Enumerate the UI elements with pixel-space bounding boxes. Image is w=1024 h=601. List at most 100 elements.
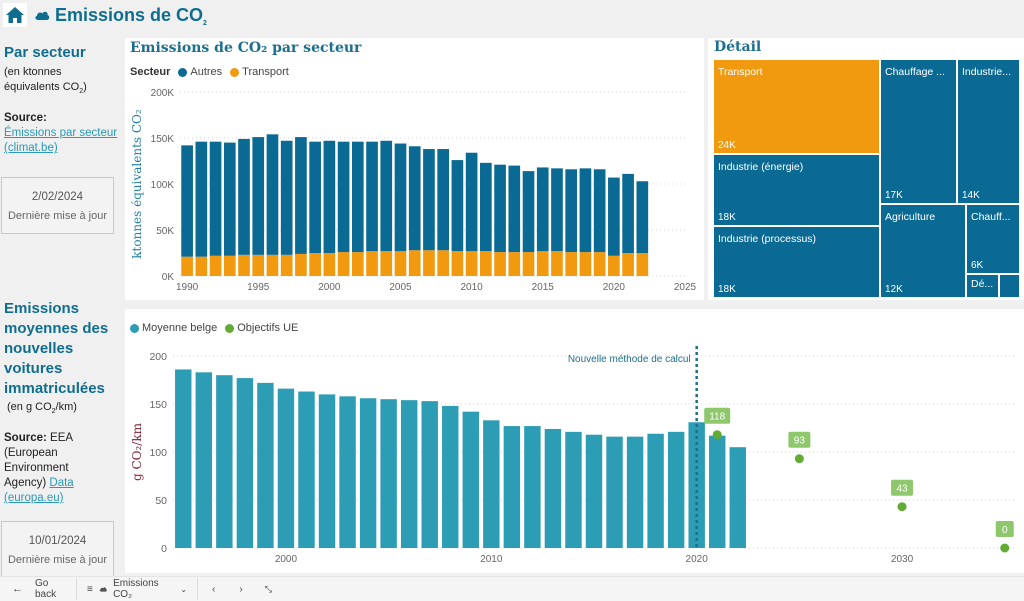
bar-autres xyxy=(636,181,649,253)
treemap-cell-label: Industrie (processus) xyxy=(718,233,817,245)
sector-source-link[interactable]: Émissions par secteur (climat.be) xyxy=(4,127,118,155)
bar-transport xyxy=(394,251,407,276)
cars-last-update-card: 10/01/2024 Dernière mise à jour xyxy=(1,521,114,578)
next-page-button[interactable]: › xyxy=(229,577,252,601)
x-tick-label: 2015 xyxy=(532,282,555,293)
legend-item-autres[interactable]: Autres xyxy=(178,66,222,78)
page-title: Emissions de CO2 xyxy=(55,5,207,27)
bar-moyenne-belge xyxy=(462,411,479,548)
go-back-button[interactable]: ← Go back xyxy=(0,577,76,601)
treemap-title: Détail xyxy=(714,39,762,55)
bar-autres xyxy=(266,134,279,255)
legend-item-transport[interactable]: Transport xyxy=(230,66,289,78)
y-tick-label: 200 xyxy=(149,351,167,363)
objective-point xyxy=(794,454,804,464)
objective-label: 0 xyxy=(1002,525,1008,536)
treemap-cell-label: Dé... xyxy=(971,278,994,290)
y-tick-label: 0K xyxy=(162,272,175,283)
bar-transport xyxy=(181,256,193,276)
car-chart-legend: Moyenne belge Objectifs UE xyxy=(130,322,302,334)
treemap-cell-label: Agriculture xyxy=(885,211,936,223)
bar-moyenne-belge xyxy=(257,382,274,548)
sector-last-update-card: 2/02/2024 Dernière mise à jour xyxy=(1,177,114,234)
treemap-cell[interactable]: Agriculture 12K xyxy=(880,204,966,298)
sector-unit-line2: équivalents CO xyxy=(4,81,80,93)
sector-emissions-panel: Emissions de CO₂ par secteur Secteur Aut… xyxy=(125,38,704,300)
sector-source: Source: Émissions par secteur (climat.be… xyxy=(4,111,120,156)
bar-transport xyxy=(423,250,435,276)
bar-transport xyxy=(266,254,279,276)
collapse-icon: ⤡ xyxy=(264,583,272,594)
bar-transport xyxy=(522,252,535,276)
page-selector[interactable]: ≡ Emissions CO₂ ⌄ xyxy=(77,577,197,601)
objective-label-bg xyxy=(788,431,811,448)
treemap-cell[interactable]: Transport 24K xyxy=(713,59,880,154)
bar-autres xyxy=(536,167,549,252)
x-tick-label: 2010 xyxy=(460,282,483,293)
sector-update-label: Dernière mise à jour xyxy=(7,210,108,222)
bar-moyenne-belge xyxy=(400,400,418,548)
objective-point xyxy=(1000,543,1010,553)
bar-autres xyxy=(451,160,464,252)
legend-item-objectifs-ue[interactable]: Objectifs UE xyxy=(225,322,298,334)
bar-moyenne-belge xyxy=(236,378,254,548)
bar-autres xyxy=(522,171,535,253)
previous-page-button[interactable]: ‹ xyxy=(202,577,225,601)
footer-divider xyxy=(76,578,77,600)
cars-source: Source: EEA (European Environment Agency… xyxy=(4,431,109,506)
treemap-cell[interactable]: Industrie (énergie) 18K xyxy=(713,154,880,226)
treemap-cell[interactable]: Industrie (processus) 18K xyxy=(713,226,880,298)
bar-moyenne-belge xyxy=(216,375,233,548)
detail-treemap-panel: Détail Transport 24K Industrie (énergie) 18… xyxy=(708,38,1024,300)
bar-autres xyxy=(209,141,222,256)
bar-moyenne-belge xyxy=(318,394,336,548)
cars-update-date: 10/01/2024 xyxy=(28,535,87,547)
treemap-cell[interactable]: Dé... xyxy=(966,274,999,298)
y-axis-label: g CO₂/km xyxy=(130,422,144,481)
cars-unit-close: /km) xyxy=(55,401,77,413)
detail-treemap: Transport 24K Industrie (énergie) 18K Indust… xyxy=(708,38,1024,300)
bar-transport xyxy=(622,253,634,276)
page-title-text: Emissions de CO xyxy=(55,5,204,25)
legend-label-transport: Transport xyxy=(242,66,289,78)
bar-moyenne-belge xyxy=(339,396,356,548)
bar-autres xyxy=(480,162,492,252)
bar-transport xyxy=(351,252,364,276)
annotation-label: Nouvelle méthode de calcul xyxy=(568,354,691,365)
treemap-cell[interactable] xyxy=(999,274,1020,298)
bar-autres xyxy=(238,138,250,255)
sector-update-date: 2/02/2024 xyxy=(31,191,84,203)
bar-moyenne-belge xyxy=(421,401,438,548)
legend-label-autres: Autres xyxy=(190,66,223,78)
y-tick-label: 150K xyxy=(151,134,175,145)
treemap-cell[interactable]: Industrie... 14K xyxy=(957,59,1020,204)
treemap-cell[interactable]: Chauff... 6K xyxy=(966,204,1020,274)
bar-transport xyxy=(551,251,563,276)
treemap-cell[interactable]: Chauffage ... 17K xyxy=(880,59,957,204)
legend-dot-autres xyxy=(178,67,188,77)
legend-dot-transport xyxy=(230,67,240,77)
treemap-cell-label: Transport xyxy=(718,66,763,78)
bar-transport xyxy=(366,251,378,276)
treemap-cell-value: 6K xyxy=(971,260,984,271)
treemap-cell-value: 14K xyxy=(962,190,980,201)
sector-info-sidebar: Par secteur (en ktonnes équivalents CO2)… xyxy=(0,43,120,156)
legend-item-moyenne-belge[interactable]: Moyenne belge xyxy=(130,322,217,334)
legend-label-objectifs-ue: Objectifs UE xyxy=(237,322,299,334)
cars-update-label: Dernière mise à jour xyxy=(7,554,108,566)
home-button[interactable] xyxy=(3,3,27,27)
bar-autres xyxy=(494,164,506,253)
cars-info-sidebar: Emissions moyennes des nouvelles voiture… xyxy=(0,299,120,506)
cars-source-link[interactable]: Data (europa.eu) xyxy=(4,477,74,505)
sector-stacked-bar-chart: 0K 50K 100K 150K 200K 1990 1995 2000 2005 2010 201… xyxy=(130,88,697,293)
objective-label: 118 xyxy=(709,412,725,423)
legend-dot-objectifs-ue xyxy=(225,323,235,333)
sector-unit-line1: (en ktonnes xyxy=(4,66,62,78)
sector-source-label: Source: xyxy=(4,112,47,125)
x-tick-label: 2005 xyxy=(389,282,412,293)
x-tick-label: 1990 xyxy=(176,282,199,293)
objective-point xyxy=(897,502,907,512)
bar-autres xyxy=(622,173,634,253)
collapse-button[interactable]: ⤡ xyxy=(255,577,282,601)
treemap-cell-value: 18K xyxy=(718,284,736,295)
